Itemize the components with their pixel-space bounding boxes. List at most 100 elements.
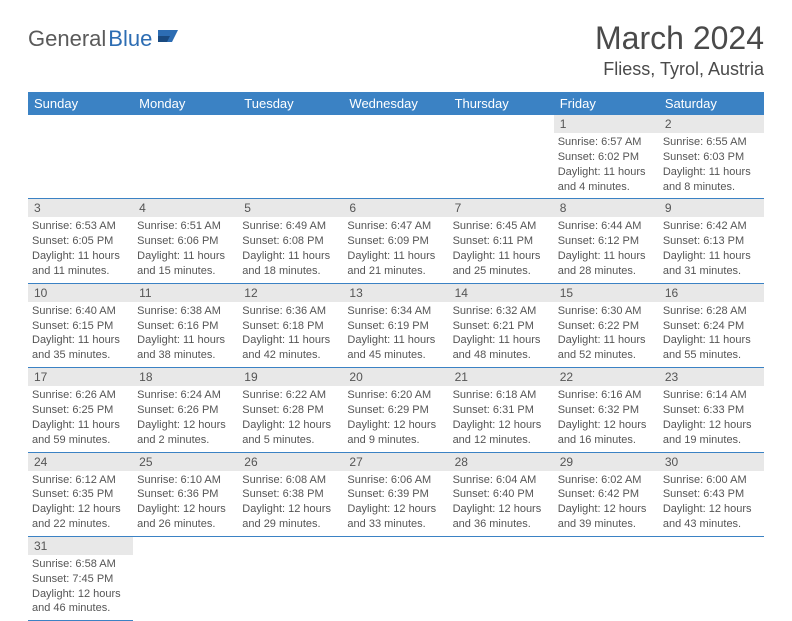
- sunset-text: Sunset: 6:05 PM: [32, 234, 129, 249]
- sunrise-text: Sunrise: 6:12 AM: [32, 473, 129, 488]
- sunset-text: Sunset: 6:16 PM: [137, 319, 234, 334]
- day-number: 3: [28, 199, 133, 217]
- sunrise-text: Sunrise: 6:20 AM: [347, 388, 444, 403]
- calendar-cell: 15Sunrise: 6:30 AMSunset: 6:22 PMDayligh…: [554, 283, 659, 367]
- sunset-text: Sunset: 6:12 PM: [558, 234, 655, 249]
- day-number: 9: [659, 199, 764, 217]
- day-number: 11: [133, 284, 238, 302]
- daylight-text-2: and 18 minutes.: [242, 264, 339, 279]
- calendar-cell: [343, 115, 448, 199]
- sunset-text: Sunset: 6:35 PM: [32, 487, 129, 502]
- sunset-text: Sunset: 6:32 PM: [558, 403, 655, 418]
- daylight-text-2: and 4 minutes.: [558, 180, 655, 195]
- day-info: Sunrise: 6:51 AMSunset: 6:06 PMDaylight:…: [133, 217, 238, 282]
- calendar-header-row: SundayMondayTuesdayWednesdayThursdayFrid…: [28, 92, 764, 115]
- calendar-cell: 22Sunrise: 6:16 AMSunset: 6:32 PMDayligh…: [554, 368, 659, 452]
- sunset-text: Sunset: 6:13 PM: [663, 234, 760, 249]
- day-number: 2: [659, 115, 764, 133]
- sunset-text: Sunset: 6:36 PM: [137, 487, 234, 502]
- day-info: Sunrise: 6:38 AMSunset: 6:16 PMDaylight:…: [133, 302, 238, 367]
- calendar-cell: [28, 115, 133, 199]
- day-info: Sunrise: 6:04 AMSunset: 6:40 PMDaylight:…: [449, 471, 554, 536]
- sunrise-text: Sunrise: 6:16 AM: [558, 388, 655, 403]
- day-info: Sunrise: 6:32 AMSunset: 6:21 PMDaylight:…: [449, 302, 554, 367]
- sunrise-text: Sunrise: 6:51 AM: [137, 219, 234, 234]
- day-info: Sunrise: 6:00 AMSunset: 6:43 PMDaylight:…: [659, 471, 764, 536]
- daylight-text-1: Daylight: 12 hours: [347, 418, 444, 433]
- calendar-cell: 12Sunrise: 6:36 AMSunset: 6:18 PMDayligh…: [238, 283, 343, 367]
- daylight-text-1: Daylight: 12 hours: [663, 418, 760, 433]
- sunset-text: Sunset: 6:38 PM: [242, 487, 339, 502]
- calendar-cell: 24Sunrise: 6:12 AMSunset: 6:35 PMDayligh…: [28, 452, 133, 536]
- day-info: Sunrise: 6:42 AMSunset: 6:13 PMDaylight:…: [659, 217, 764, 282]
- calendar-cell: 10Sunrise: 6:40 AMSunset: 6:15 PMDayligh…: [28, 283, 133, 367]
- daylight-text-1: Daylight: 11 hours: [137, 249, 234, 264]
- sunrise-text: Sunrise: 6:24 AM: [137, 388, 234, 403]
- calendar-cell: [133, 536, 238, 620]
- daylight-text-1: Daylight: 12 hours: [453, 418, 550, 433]
- sunrise-text: Sunrise: 6:26 AM: [32, 388, 129, 403]
- day-info: Sunrise: 6:06 AMSunset: 6:39 PMDaylight:…: [343, 471, 448, 536]
- day-header: Sunday: [28, 92, 133, 115]
- daylight-text-1: Daylight: 11 hours: [242, 249, 339, 264]
- daylight-text-1: Daylight: 11 hours: [558, 333, 655, 348]
- sunrise-text: Sunrise: 6:57 AM: [558, 135, 655, 150]
- page-header: GeneralBlue March 2024 Fliess, Tyrol, Au…: [28, 20, 764, 80]
- day-number: 24: [28, 453, 133, 471]
- calendar-cell: 30Sunrise: 6:00 AMSunset: 6:43 PMDayligh…: [659, 452, 764, 536]
- day-header: Wednesday: [343, 92, 448, 115]
- sunset-text: Sunset: 6:31 PM: [453, 403, 550, 418]
- day-number: 8: [554, 199, 659, 217]
- day-number: 27: [343, 453, 448, 471]
- day-info: Sunrise: 6:22 AMSunset: 6:28 PMDaylight:…: [238, 386, 343, 451]
- daylight-text-2: and 15 minutes.: [137, 264, 234, 279]
- sunset-text: Sunset: 6:39 PM: [347, 487, 444, 502]
- sunset-text: Sunset: 6:03 PM: [663, 150, 760, 165]
- day-number: 18: [133, 368, 238, 386]
- day-number: 4: [133, 199, 238, 217]
- daylight-text-2: and 22 minutes.: [32, 517, 129, 532]
- daylight-text-1: Daylight: 12 hours: [558, 502, 655, 517]
- sunset-text: Sunset: 6:43 PM: [663, 487, 760, 502]
- sunrise-text: Sunrise: 6:06 AM: [347, 473, 444, 488]
- daylight-text-2: and 33 minutes.: [347, 517, 444, 532]
- day-number: 16: [659, 284, 764, 302]
- day-info: Sunrise: 6:57 AMSunset: 6:02 PMDaylight:…: [554, 133, 659, 198]
- daylight-text-2: and 8 minutes.: [663, 180, 760, 195]
- daylight-text-2: and 19 minutes.: [663, 433, 760, 448]
- daylight-text-1: Daylight: 11 hours: [32, 333, 129, 348]
- daylight-text-2: and 16 minutes.: [558, 433, 655, 448]
- day-number: 23: [659, 368, 764, 386]
- sunrise-text: Sunrise: 6:49 AM: [242, 219, 339, 234]
- daylight-text-1: Daylight: 12 hours: [347, 502, 444, 517]
- daylight-text-2: and 11 minutes.: [32, 264, 129, 279]
- calendar-cell: 28Sunrise: 6:04 AMSunset: 6:40 PMDayligh…: [449, 452, 554, 536]
- daylight-text-2: and 48 minutes.: [453, 348, 550, 363]
- sunset-text: Sunset: 6:19 PM: [347, 319, 444, 334]
- sunset-text: Sunset: 6:24 PM: [663, 319, 760, 334]
- daylight-text-2: and 42 minutes.: [242, 348, 339, 363]
- sunset-text: Sunset: 6:18 PM: [242, 319, 339, 334]
- calendar-cell: [659, 536, 764, 620]
- sunset-text: Sunset: 6:08 PM: [242, 234, 339, 249]
- day-info: Sunrise: 6:24 AMSunset: 6:26 PMDaylight:…: [133, 386, 238, 451]
- day-number: 7: [449, 199, 554, 217]
- sunrise-text: Sunrise: 6:10 AM: [137, 473, 234, 488]
- day-info: Sunrise: 6:34 AMSunset: 6:19 PMDaylight:…: [343, 302, 448, 367]
- calendar-cell: 1Sunrise: 6:57 AMSunset: 6:02 PMDaylight…: [554, 115, 659, 199]
- daylight-text-1: Daylight: 11 hours: [242, 333, 339, 348]
- calendar-cell: 7Sunrise: 6:45 AMSunset: 6:11 PMDaylight…: [449, 199, 554, 283]
- day-number: 19: [238, 368, 343, 386]
- calendar-cell: 25Sunrise: 6:10 AMSunset: 6:36 PMDayligh…: [133, 452, 238, 536]
- day-info: Sunrise: 6:47 AMSunset: 6:09 PMDaylight:…: [343, 217, 448, 282]
- calendar-body: 1Sunrise: 6:57 AMSunset: 6:02 PMDaylight…: [28, 115, 764, 621]
- daylight-text-2: and 2 minutes.: [137, 433, 234, 448]
- day-info: Sunrise: 6:30 AMSunset: 6:22 PMDaylight:…: [554, 302, 659, 367]
- day-number: 17: [28, 368, 133, 386]
- flag-icon: [158, 28, 182, 49]
- sunset-text: Sunset: 6:29 PM: [347, 403, 444, 418]
- day-info: Sunrise: 6:36 AMSunset: 6:18 PMDaylight:…: [238, 302, 343, 367]
- daylight-text-1: Daylight: 11 hours: [347, 249, 444, 264]
- sunrise-text: Sunrise: 6:55 AM: [663, 135, 760, 150]
- calendar-cell: 19Sunrise: 6:22 AMSunset: 6:28 PMDayligh…: [238, 368, 343, 452]
